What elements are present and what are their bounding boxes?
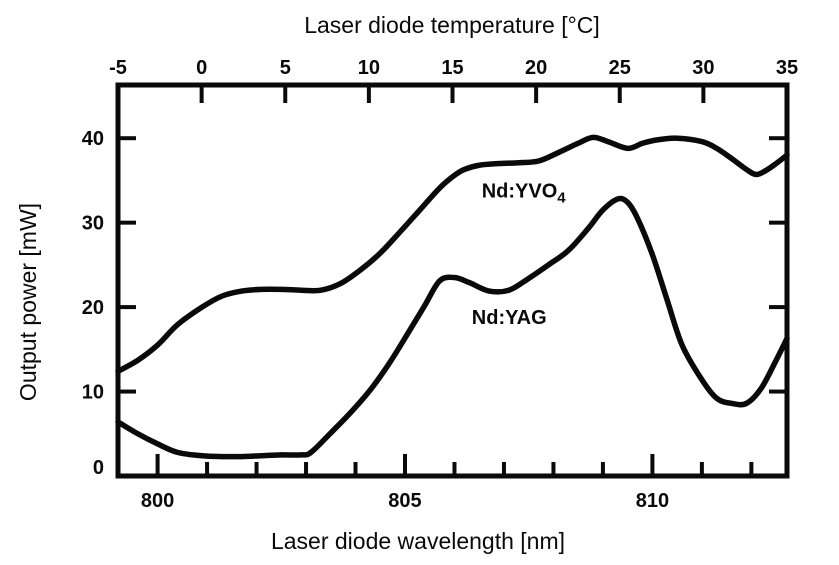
temperature-tick-label: 25	[609, 57, 631, 79]
wavelength-tick-label: 810	[636, 490, 669, 512]
data-curves	[115, 134, 790, 460]
temperature-tick-label: 15	[441, 57, 463, 79]
power-tick-label: 40	[82, 128, 104, 150]
top-axis-title: Laser diode temperature [°C]	[304, 12, 600, 38]
temperature-tick-label: 0	[196, 57, 207, 79]
wavelength-tick-label: 805	[388, 490, 421, 512]
plot-frame	[115, 82, 790, 479]
series-label-nd-yvo: Nd:YVO4	[482, 180, 567, 206]
axis-ticks: 800 805 810 -5 0 5 10 15 20 25 30 35 0 10 20 30 40	[82, 57, 798, 512]
temperature-tick-label: 10	[358, 57, 380, 79]
curve-nd-yvo4	[115, 134, 790, 375]
series-label-nd-yag: Nd:YAG	[472, 307, 547, 329]
series-annotations: Nd:YVO4 Nd:YAG	[472, 180, 566, 329]
left-axis-title: Output power [mW]	[15, 203, 41, 401]
wavelength-tick-label: 800	[141, 490, 174, 512]
temperature-tick-label: 20	[525, 57, 547, 79]
power-tick-label: 20	[82, 297, 104, 319]
temperature-tick-label: 5	[280, 57, 291, 79]
temperature-tick-label: -5	[109, 57, 127, 79]
plot-border	[115, 82, 790, 479]
temperature-tick-label: 35	[776, 57, 798, 79]
power-tick-label: 0	[93, 457, 104, 479]
power-tick-label: 30	[82, 213, 104, 235]
curve-nd-yag	[115, 195, 790, 460]
bottom-axis-title: Laser diode wavelength [nm]	[271, 528, 565, 554]
power-tick-label: 10	[82, 382, 104, 404]
temperature-tick-label: 30	[692, 57, 714, 79]
